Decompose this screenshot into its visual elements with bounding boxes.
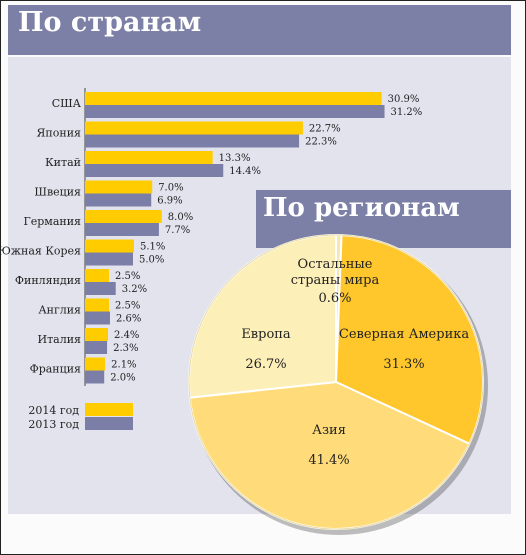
category-label: Франция (30, 363, 81, 376)
pie-slice-label: Европа (241, 327, 291, 342)
bar-2014 (85, 239, 134, 253)
pie-slice-value: 26.7% (245, 357, 286, 372)
legend-swatch (85, 403, 133, 416)
pie-slice-label: Северная Америка (339, 327, 469, 342)
bar-2013 (85, 341, 108, 354)
legend-label: 2014 год (28, 404, 79, 417)
category-label: США (52, 97, 82, 110)
pie-slice-value: 41.4% (308, 453, 349, 468)
countries-title: По странам (18, 7, 202, 38)
category-label: Англия (38, 304, 81, 317)
bar-value-label: 22.7% (309, 124, 341, 135)
regions-title: По регионам (263, 193, 460, 223)
bar-2013 (85, 223, 159, 236)
bar-2013 (85, 105, 385, 118)
pie-slice-value: 0.6% (318, 291, 351, 306)
category-label: Южная Корея (0, 245, 81, 258)
bar-2014 (85, 92, 382, 105)
bar-2013 (85, 134, 300, 148)
bar-2013 (85, 311, 110, 325)
legend-swatch (85, 417, 133, 430)
bar-2014 (85, 298, 109, 312)
bar-2014 (85, 151, 213, 164)
bar-value-label: 5.0% (139, 255, 164, 266)
bar-value-label: 7.7% (165, 225, 190, 236)
bar-value-label: 5.1% (140, 242, 165, 253)
pie-slice-value: 31.3% (383, 357, 424, 372)
bar-value-label: 2.1% (111, 360, 136, 371)
pie-outline (188, 234, 484, 530)
bar-value-label: 31.2% (391, 107, 423, 118)
bar-value-label: 30.9% (388, 94, 420, 105)
bar-2014 (85, 328, 109, 341)
pie-slice-label: Остальные (298, 257, 373, 272)
bar-2013 (85, 252, 133, 266)
bar-2013 (85, 370, 105, 384)
bar-2014 (85, 269, 109, 282)
bar-2013 (85, 282, 116, 295)
bar-value-label: 3.2% (122, 284, 147, 295)
category-label: Италия (38, 333, 82, 346)
bar-2014 (85, 121, 303, 135)
bar-value-label: 2.5% (115, 271, 140, 282)
bar-value-label: 2.0% (110, 373, 135, 384)
bar-value-label: 7.0% (158, 183, 183, 194)
bar-2013 (85, 193, 152, 207)
pie-slice-label: Азия (312, 423, 346, 438)
category-label: Япония (37, 127, 82, 140)
bar-2014 (85, 357, 106, 371)
bar-value-label: 13.3% (219, 153, 251, 164)
bar-value-label: 22.3% (305, 137, 337, 148)
bar-value-label: 2.3% (113, 343, 138, 354)
category-label: Финляндия (15, 274, 81, 287)
legend-label: 2013 год (28, 418, 79, 431)
bar-value-label: 2.6% (116, 314, 141, 325)
countries-header-bar (8, 5, 511, 55)
pie-slice-label: страны мира (291, 273, 380, 288)
bar-2014 (85, 180, 153, 194)
bar-value-label: 2.4% (114, 330, 139, 341)
bar-2014 (85, 210, 162, 223)
bar-value-label: 14.4% (229, 166, 261, 177)
bar-2013 (85, 164, 224, 177)
bar-value-label: 6.9% (157, 196, 182, 207)
category-label: Швеция (34, 186, 81, 199)
bar-value-label: 8.0% (168, 212, 193, 223)
category-label: Китай (45, 156, 81, 169)
category-label: Германия (23, 215, 81, 228)
bar-value-label: 2.5% (115, 301, 140, 312)
regions-header-bar (256, 190, 511, 248)
bar-chart: США 30.9% 31.2% Япония 22.7% 22.3% Китай 13.3% 1… (0, 92, 422, 384)
